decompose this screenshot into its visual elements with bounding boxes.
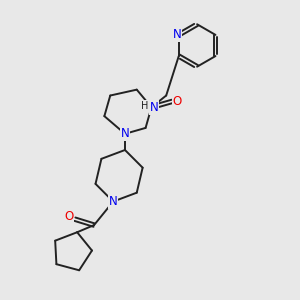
Text: H: H (141, 101, 149, 111)
Text: N: N (149, 101, 158, 114)
Text: N: N (109, 195, 118, 208)
Text: O: O (64, 210, 74, 223)
Text: O: O (173, 95, 182, 108)
Text: N: N (173, 28, 182, 41)
Text: N: N (121, 127, 129, 140)
